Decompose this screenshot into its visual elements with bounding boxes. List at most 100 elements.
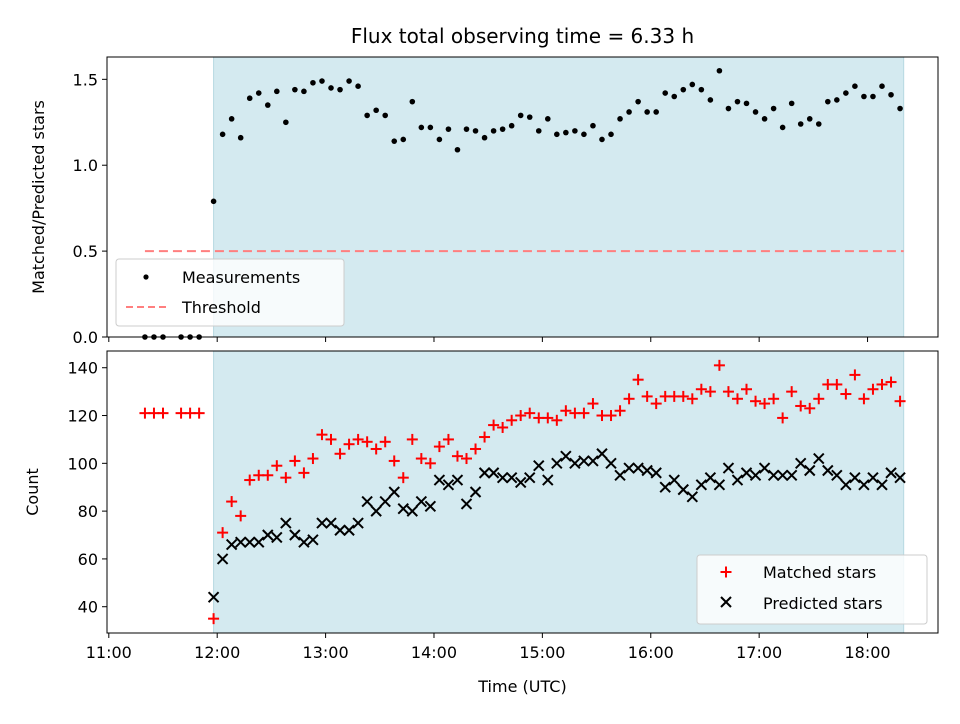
predicted-star-point — [813, 452, 825, 465]
predicted-star-point — [361, 495, 373, 508]
matched-star-point — [885, 376, 897, 388]
predicted-star-point — [478, 467, 491, 479]
matched-star-point — [316, 429, 328, 441]
measurement-point — [653, 109, 659, 115]
top-y-axis-label: Matched/Predicted stars — [29, 100, 48, 294]
x-tick-label: 17:00 — [736, 643, 782, 662]
predicted-star-point — [560, 450, 572, 462]
predicted-star-point — [614, 469, 626, 481]
measurement-point — [355, 83, 361, 90]
cross-b — [659, 481, 671, 493]
bottom-panel: 40 60 80 100 120 140 11:00 12:00 13:00 14:00 15:0… — [23, 350, 939, 696]
predicted-star-point — [668, 474, 680, 486]
chart-title: Flux total observing time = 6.33 h — [351, 24, 694, 48]
cross-b — [804, 464, 816, 477]
predicted-star-point — [280, 517, 292, 529]
measurement-point — [779, 124, 786, 131]
measurement-point — [445, 126, 452, 132]
cross-b — [720, 596, 732, 608]
measurement-point — [526, 114, 533, 120]
cross-b — [460, 498, 473, 510]
cross-b — [207, 591, 220, 603]
cross-b — [713, 479, 726, 491]
matched-star-point — [542, 412, 554, 424]
predicted-star-point — [569, 457, 581, 470]
matched-star-point — [650, 398, 662, 410]
predicted-star-point — [731, 474, 744, 486]
predicted-star-point — [704, 471, 717, 484]
matched-star-point — [226, 496, 238, 508]
cross-b — [587, 455, 599, 467]
predicted-star-point — [514, 476, 527, 489]
measurement-point — [544, 116, 551, 122]
cross-b — [794, 457, 807, 470]
cross-b — [822, 464, 834, 477]
top-x-ticks — [108, 337, 869, 342]
matched-star-point — [704, 386, 716, 398]
matched-star-point — [515, 410, 527, 422]
predicted-star-point — [370, 505, 382, 517]
cross-b — [298, 536, 310, 548]
predicted-star-point — [858, 479, 870, 491]
predicted-star-point — [677, 483, 689, 496]
predicted-star-point — [542, 474, 554, 486]
predicted-star-point — [451, 474, 464, 486]
cross-b — [397, 503, 409, 515]
x-axis-label: Time (UTC) — [477, 677, 566, 696]
measurement-point — [292, 86, 298, 93]
cross-b — [569, 457, 581, 470]
predicted-star-point — [804, 464, 816, 477]
measurement-point — [490, 128, 497, 134]
matched-star-point — [298, 467, 310, 479]
matched-star-point — [795, 400, 807, 412]
measurement-point — [680, 86, 687, 93]
cross-b — [271, 531, 283, 544]
measurement-point — [481, 134, 488, 141]
predicted-star-point — [334, 524, 346, 536]
matched-star-point — [352, 433, 364, 445]
bottom-y-ticks: 40 60 80 100 120 140 — [67, 359, 107, 617]
measurement-point — [815, 121, 822, 127]
cross-b — [749, 469, 762, 481]
cross-b — [334, 524, 346, 536]
cross-b — [785, 469, 798, 481]
y-tick-label: 0.0 — [73, 328, 98, 347]
measurement-point — [743, 100, 750, 107]
matched-star-point — [424, 457, 436, 469]
predicted-star-point — [496, 471, 509, 484]
measurement-point — [888, 91, 894, 98]
measurement-point — [861, 93, 867, 100]
top-axes-frame — [106, 56, 939, 338]
cross-b — [551, 457, 563, 470]
top-panel: 0.0 0.5 1.0 1.5 Flux total observing time =… — [29, 24, 939, 347]
measurement-point — [364, 112, 370, 119]
cross-b — [894, 471, 906, 484]
measurement-point — [382, 112, 389, 119]
matched-star-point — [840, 388, 852, 400]
cross-b — [596, 448, 608, 460]
predicted-star-point — [623, 462, 635, 474]
predicted-star-point — [424, 500, 437, 513]
cross-b — [641, 464, 653, 477]
matched-star-point — [849, 369, 861, 381]
predicted-stars-points — [207, 448, 906, 603]
cross-b — [415, 495, 428, 508]
measurement-point — [310, 79, 316, 86]
matched-star-point — [858, 393, 870, 405]
cross-b — [623, 462, 635, 474]
predicted-star-point — [776, 469, 789, 481]
measurement-point — [879, 83, 885, 90]
predicted-star-point — [578, 455, 590, 467]
measurement-point — [626, 109, 632, 115]
y-tick-label: 100 — [67, 454, 98, 473]
matched-stars-points — [139, 359, 906, 625]
bottom-legend-box — [696, 554, 928, 625]
measurement-point — [707, 97, 714, 103]
measurement-point — [725, 105, 732, 112]
cross-b — [325, 517, 337, 529]
measurement-point — [770, 105, 777, 112]
matched-star-point — [876, 378, 888, 390]
cross-b — [524, 471, 536, 484]
matched-star-point — [623, 393, 635, 405]
matched-star-point — [786, 386, 798, 398]
